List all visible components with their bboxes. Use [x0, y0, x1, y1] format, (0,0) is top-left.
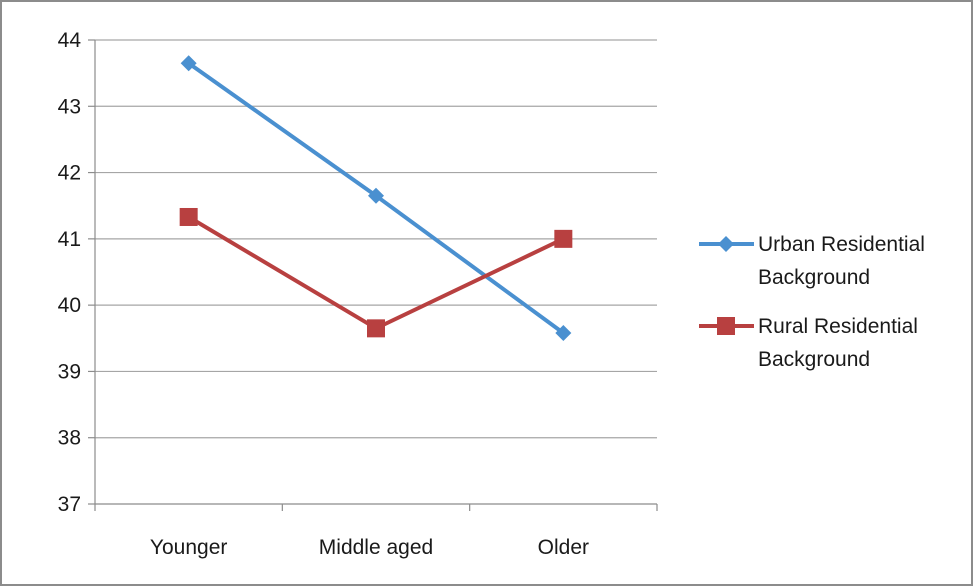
legend-label: Background [758, 348, 870, 371]
data-point-diamond [180, 55, 197, 72]
y-tick-label: 39 [58, 360, 81, 383]
y-axis-ticks: 37 38 39 40 41 42 43 44 [58, 29, 82, 516]
x-tick-label: Older [538, 536, 589, 559]
legend: Urban Residential Background Rural Residen… [699, 233, 925, 371]
legend-label: Background [758, 266, 870, 289]
data-point-diamond [555, 324, 572, 341]
x-axis-ticks: Younger Middle aged Older [150, 536, 589, 559]
x-tick-label: Younger [150, 536, 227, 559]
data-point-square [717, 317, 735, 335]
data-point-square [179, 207, 198, 226]
series-group [179, 55, 573, 341]
legend-label: Rural Residential [758, 315, 918, 338]
axes [88, 39, 658, 511]
data-point-square [554, 229, 573, 248]
y-tick-label: 38 [58, 427, 81, 450]
grid-lines [95, 39, 657, 439]
x-tick-label: Middle aged [319, 536, 433, 559]
legend-label: Urban Residential [758, 233, 925, 256]
data-point-square [367, 319, 385, 338]
y-tick-label: 37 [58, 493, 81, 516]
y-tick-label: 44 [58, 29, 82, 52]
y-tick-label: 41 [58, 228, 81, 251]
data-point-diamond [718, 236, 734, 252]
y-tick-label: 42 [58, 162, 81, 185]
data-point-diamond [368, 187, 384, 204]
y-tick-label: 40 [58, 294, 81, 317]
series-line-rural [187, 215, 565, 331]
y-tick-label: 43 [58, 95, 81, 118]
